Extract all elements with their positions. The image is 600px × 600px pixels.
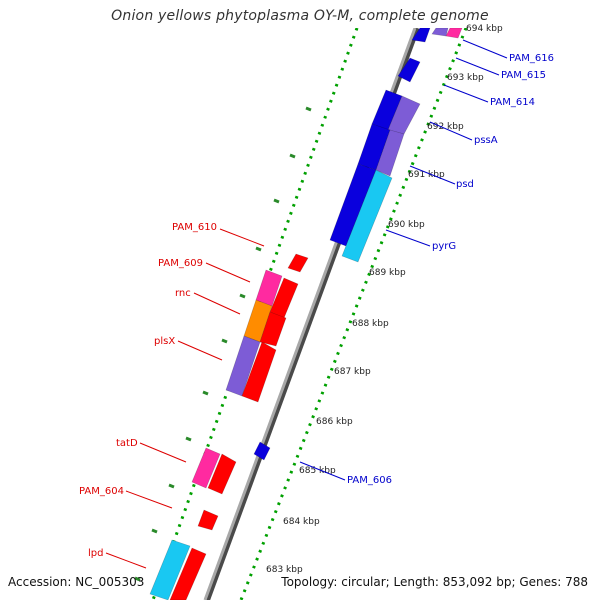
gene-label-right: PAM_616 bbox=[509, 53, 554, 64]
label-leader-line bbox=[443, 84, 489, 103]
gene-pam-610 bbox=[287, 253, 309, 273]
gene-labels: lpd PAM_604 tatD plsX rnc PAM_609 PAM_610 PAM_6… bbox=[79, 39, 554, 569]
gene-label-right: PAM_615 bbox=[501, 70, 546, 81]
label-leader-line bbox=[125, 490, 173, 509]
gene-label-right: PAM_606 bbox=[347, 475, 392, 486]
ticks-left bbox=[134, 106, 312, 582]
kbp-label: 686 kbp bbox=[316, 417, 353, 427]
topology-label: Topology: circular; Length: 853,092 bp; … bbox=[281, 575, 588, 589]
gene-top-3 bbox=[431, 28, 449, 37]
gene-pam-606 bbox=[253, 441, 271, 461]
gene-rnc-b bbox=[259, 311, 287, 347]
gene-tatD bbox=[191, 447, 221, 489]
label-leader-line bbox=[385, 229, 431, 247]
gene-label-left: tatD bbox=[116, 438, 138, 449]
gene-label-left: plsX bbox=[154, 336, 175, 347]
kbp-label: 687 kbp bbox=[334, 367, 371, 377]
genes-layer bbox=[149, 28, 463, 600]
kbp-label: 690 kbp bbox=[388, 220, 425, 230]
label-leader-line bbox=[409, 165, 456, 185]
gene-label-left: lpd bbox=[88, 548, 103, 559]
label-leader-line bbox=[299, 461, 346, 481]
gc-dotted-lines bbox=[151, 28, 468, 600]
label-leader-line bbox=[177, 340, 223, 361]
label-leader-line bbox=[139, 442, 187, 463]
label-leader-line bbox=[105, 552, 147, 569]
label-leader-line bbox=[429, 121, 473, 141]
kbp-label: 693 kbp bbox=[447, 73, 484, 83]
gene-label-right: psd bbox=[456, 179, 474, 190]
gene-pyrG bbox=[341, 169, 393, 263]
kbp-label: 685 kbp bbox=[299, 466, 336, 476]
label-leader-line bbox=[193, 292, 241, 315]
label-leader-line bbox=[219, 228, 265, 247]
kbp-label: 692 kbp bbox=[427, 122, 464, 132]
map-title: Onion yellows phytoplasma OY-M, complete… bbox=[111, 8, 489, 24]
kbp-label: 683 kbp bbox=[266, 565, 303, 575]
kbp-scale: 683 kbp 684 kbp 685 kbp 686 kbp 687 kbp 688 k… bbox=[266, 24, 503, 575]
gene-pam-604 bbox=[197, 509, 219, 531]
gene-label-left: rnc bbox=[175, 288, 191, 299]
gene-tatD-b bbox=[207, 453, 237, 495]
label-leader-line bbox=[205, 262, 251, 283]
gene-lpd-b bbox=[169, 547, 207, 600]
gene-label-right: pssA bbox=[474, 135, 498, 146]
gene-plsX-b bbox=[241, 341, 277, 403]
gene-label-left: PAM_604 bbox=[79, 486, 124, 497]
kbp-label: 688 kbp bbox=[352, 319, 389, 329]
gene-top-2 bbox=[445, 28, 463, 39]
kbp-label: 694 kbp bbox=[466, 24, 503, 34]
kbp-label: 689 kbp bbox=[369, 268, 406, 278]
gene-label-right: PAM_614 bbox=[490, 97, 535, 108]
kbp-label: 691 kbp bbox=[408, 170, 445, 180]
kbp-label: 684 kbp bbox=[283, 517, 320, 527]
gene-label-right: pyrG bbox=[432, 241, 456, 252]
accession-label: Accession: NC_005303 bbox=[8, 575, 145, 589]
gene-lpd bbox=[149, 539, 191, 600]
gene-label-left: PAM_610 bbox=[172, 222, 217, 233]
label-leader-line bbox=[455, 57, 500, 76]
gene-psd bbox=[375, 129, 405, 177]
gene-pam-615 bbox=[397, 57, 421, 83]
gene-label-left: PAM_609 bbox=[158, 258, 203, 269]
gene-top-1 bbox=[411, 28, 431, 43]
label-leader-line bbox=[462, 39, 508, 59]
